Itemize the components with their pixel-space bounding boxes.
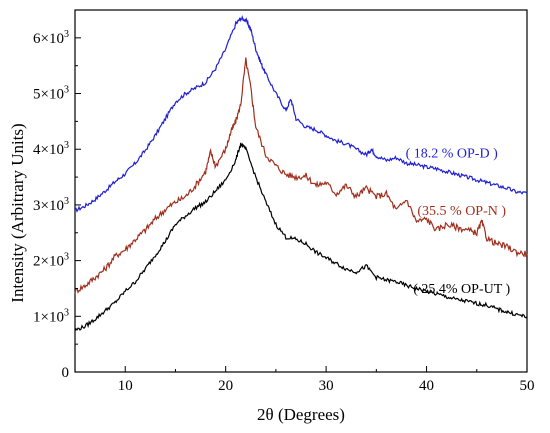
x-tick-label: 50 [520,378,535,394]
series-label: (35.5 % OP-N ) [417,204,506,219]
y-axis-ticks: 0 1×103 2×103 3×103 4×103 5×103 6×103 [33,29,81,381]
y-tick-label: 1×103 [33,307,69,325]
series-line [74,14,528,213]
y-tick-label: 5×103 [33,85,69,103]
x-tick-label: 30 [319,378,334,394]
y-tick-label: 3×103 [33,196,69,214]
y-axis-label: Intensity (Arbitrary Units) [8,123,27,302]
plot-frame [74,9,528,373]
x-axis-ticks: 10 20 30 40 50 [74,366,535,394]
x-tick-label: 40 [419,378,434,394]
series-label: ( 18.2 % OP-D ) [406,147,498,162]
series-layer [74,14,528,332]
plot-border [74,9,528,373]
series-line [74,142,528,332]
series-line [74,57,528,294]
series-labels: ( 18.2 % OP-D ) (35.5 % OP-N ) ( 25.4% OP-… [406,147,511,297]
x-tick-label: 10 [118,378,133,394]
y-tick-label: 0 [62,365,70,381]
y-tick-label: 4×103 [33,140,69,158]
y-tick-label: 6×103 [33,29,69,47]
x-tick-label: 20 [218,378,233,394]
y-tick-label: 2×103 [33,252,69,270]
series-label: ( 25.4% OP-UT ) [413,282,510,297]
x-axis-label: 2θ (Degrees) [257,405,345,424]
